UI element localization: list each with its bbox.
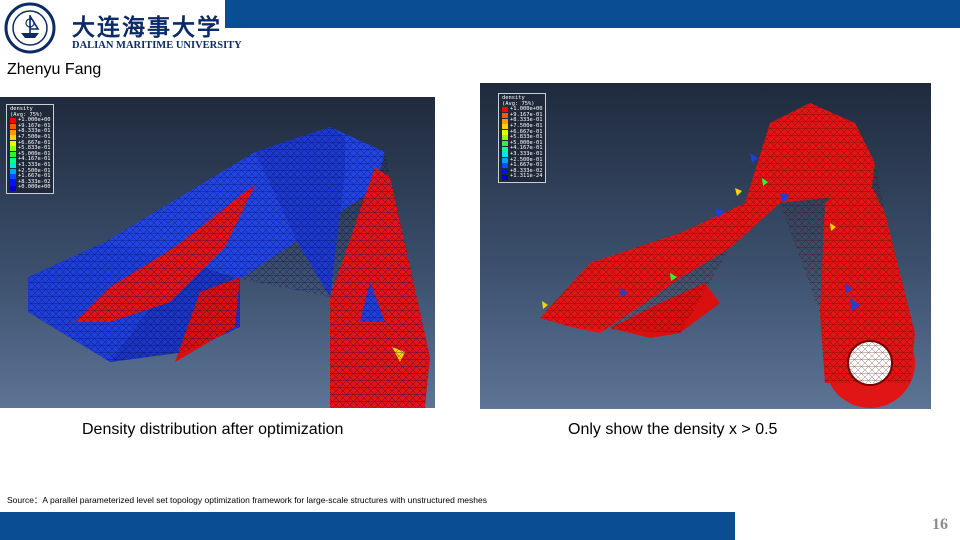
legend-entry: +2.500e-01 — [502, 156, 543, 164]
legend-color-swatch — [10, 129, 16, 135]
legend-color-swatch — [502, 107, 508, 113]
legend-value: +5.833e-01 — [18, 145, 51, 152]
left-figure-caption: Density distribution after optimization — [82, 421, 344, 438]
density-threshold-mesh-render — [540, 103, 915, 408]
legend-entry: +8.333e-01 — [502, 118, 542, 124]
legend-entry: +1.311e-24 — [502, 174, 542, 180]
legend-value: +8.333e-02 — [510, 167, 543, 174]
legend-entry: +7.500e-01 — [10, 133, 51, 141]
legend-entry: +9.167e-01 — [10, 122, 51, 130]
legend-value: +4.167e-01 — [510, 145, 543, 152]
legend-color-swatch — [10, 157, 16, 163]
legend-value: +2.500e-01 — [18, 167, 51, 174]
legend-color-swatch — [502, 163, 508, 169]
legend-value: +3.333e-01 — [18, 161, 51, 168]
density-legend: density (Avg: 75%) +1.000e+00 +9.167e-01 +… — [498, 93, 547, 183]
university-logo: 大连海事大学 DALIAN MARITIME UNIVERSITY — [4, 2, 242, 54]
legend-value: +8.333e-01 — [510, 117, 543, 124]
legend-color-swatch — [502, 152, 508, 158]
legend-color-swatch — [502, 146, 508, 152]
legend-value: +8.333e-02 — [18, 178, 51, 185]
legend-entry: +4.167e-01 — [502, 146, 542, 152]
right-figure-caption: Only show the density x > 0.5 — [568, 421, 778, 438]
legend-title: density (Avg: 75%) — [10, 106, 43, 118]
author-name: Zhenyu Fang — [7, 61, 102, 78]
legend-value: +5.000e-01 — [18, 150, 51, 157]
legend-entry: +0.000e+00 — [10, 185, 50, 191]
legend-color-swatch — [502, 129, 508, 135]
header-bar — [225, 0, 960, 28]
legend-entry: +6.667e-01 — [502, 128, 543, 136]
legend-entry: +3.333e-01 — [10, 161, 51, 169]
legend-entry: +5.833e-01 — [502, 135, 542, 141]
density-distribution-image: density (Avg: 75%) +1.000e+00 +9.167e-01 +… — [0, 97, 435, 408]
legend-value: +1.000e+00 — [18, 117, 51, 124]
legend-color-swatch — [10, 135, 16, 141]
legend-entry: +3.333e-01 — [502, 150, 543, 158]
legend-value: +4.167e-01 — [18, 156, 51, 163]
legend-color-swatch — [502, 174, 508, 180]
legend-value: +1.667e-01 — [18, 173, 51, 180]
legend-entry: +6.667e-01 — [10, 139, 51, 147]
legend-color-swatch — [10, 185, 16, 191]
university-emblem-icon — [4, 2, 56, 54]
legend-color-swatch — [10, 163, 16, 169]
legend-value: +1.667e-01 — [510, 162, 543, 169]
legend-value: +0.000e+00 — [18, 184, 51, 191]
legend-color-swatch — [502, 118, 508, 124]
density-threshold-image: density (Avg: 75%) +1.000e+00 +9.167e-01 +… — [480, 83, 931, 409]
legend-value: +1.311e-24 — [510, 173, 543, 180]
legend-color-swatch — [10, 118, 16, 124]
legend-color-swatch — [10, 124, 16, 130]
legend-color-swatch — [10, 140, 16, 146]
legend-entry: +8.333e-02 — [10, 178, 51, 186]
logo-english-name: DALIAN MARITIME UNIVERSITY — [72, 40, 242, 51]
density-legend: density (Avg: 75%) +1.000e+00 +9.167e-01 +… — [6, 104, 55, 194]
legend-entry: +1.667e-01 — [10, 174, 50, 180]
legend-entry: +5.000e-01 — [10, 150, 51, 158]
legend-entry: +9.167e-01 — [502, 111, 543, 119]
legend-value: +7.500e-01 — [510, 122, 543, 129]
legend-entry: +7.500e-01 — [502, 122, 543, 130]
legend-color-swatch — [10, 174, 16, 180]
footer-bar — [0, 512, 735, 540]
legend-entry: +8.333e-02 — [502, 167, 543, 175]
legend-entry: +2.500e-01 — [10, 167, 51, 175]
legend-value: +1.000e+00 — [510, 106, 543, 113]
legend-color-swatch — [502, 141, 508, 147]
source-citation: Source：A parallel parameterized level se… — [7, 495, 487, 505]
legend-entry: +5.833e-01 — [10, 146, 50, 152]
legend-title: density (Avg: 75%) — [502, 95, 535, 107]
legend-color-swatch — [502, 124, 508, 130]
legend-color-swatch — [10, 180, 16, 186]
legend-color-swatch — [10, 152, 16, 158]
legend-value: +8.333e-01 — [18, 128, 51, 135]
legend-color-swatch — [502, 157, 508, 163]
legend-value: +3.333e-01 — [510, 150, 543, 157]
legend-entry: +1.000e+00 — [10, 118, 50, 124]
legend-color-swatch — [502, 169, 508, 175]
legend-color-swatch — [502, 135, 508, 141]
legend-value: +5.000e-01 — [510, 139, 543, 146]
legend-value: +6.667e-01 — [18, 139, 51, 146]
legend-color-swatch — [10, 168, 16, 174]
legend-entry: +1.000e+00 — [502, 107, 542, 113]
logo-chinese-name: 大连海事大学 — [72, 14, 222, 41]
page-number: 16 — [932, 516, 948, 533]
legend-entry: +4.167e-01 — [10, 157, 50, 163]
legend-color-swatch — [10, 146, 16, 152]
legend-value: +6.667e-01 — [510, 128, 543, 135]
legend-value: +7.500e-01 — [18, 133, 51, 140]
legend-color-swatch — [502, 113, 508, 119]
legend-value: +9.167e-01 — [510, 111, 543, 118]
legend-value: +2.500e-01 — [510, 156, 543, 163]
legend-value: +5.833e-01 — [510, 134, 543, 141]
legend-value: +9.167e-01 — [18, 122, 51, 129]
legend-entry: +1.667e-01 — [502, 163, 542, 169]
legend-entry: +5.000e-01 — [502, 139, 543, 147]
density-full-mesh-render — [28, 127, 430, 408]
legend-entry: +8.333e-01 — [10, 129, 50, 135]
